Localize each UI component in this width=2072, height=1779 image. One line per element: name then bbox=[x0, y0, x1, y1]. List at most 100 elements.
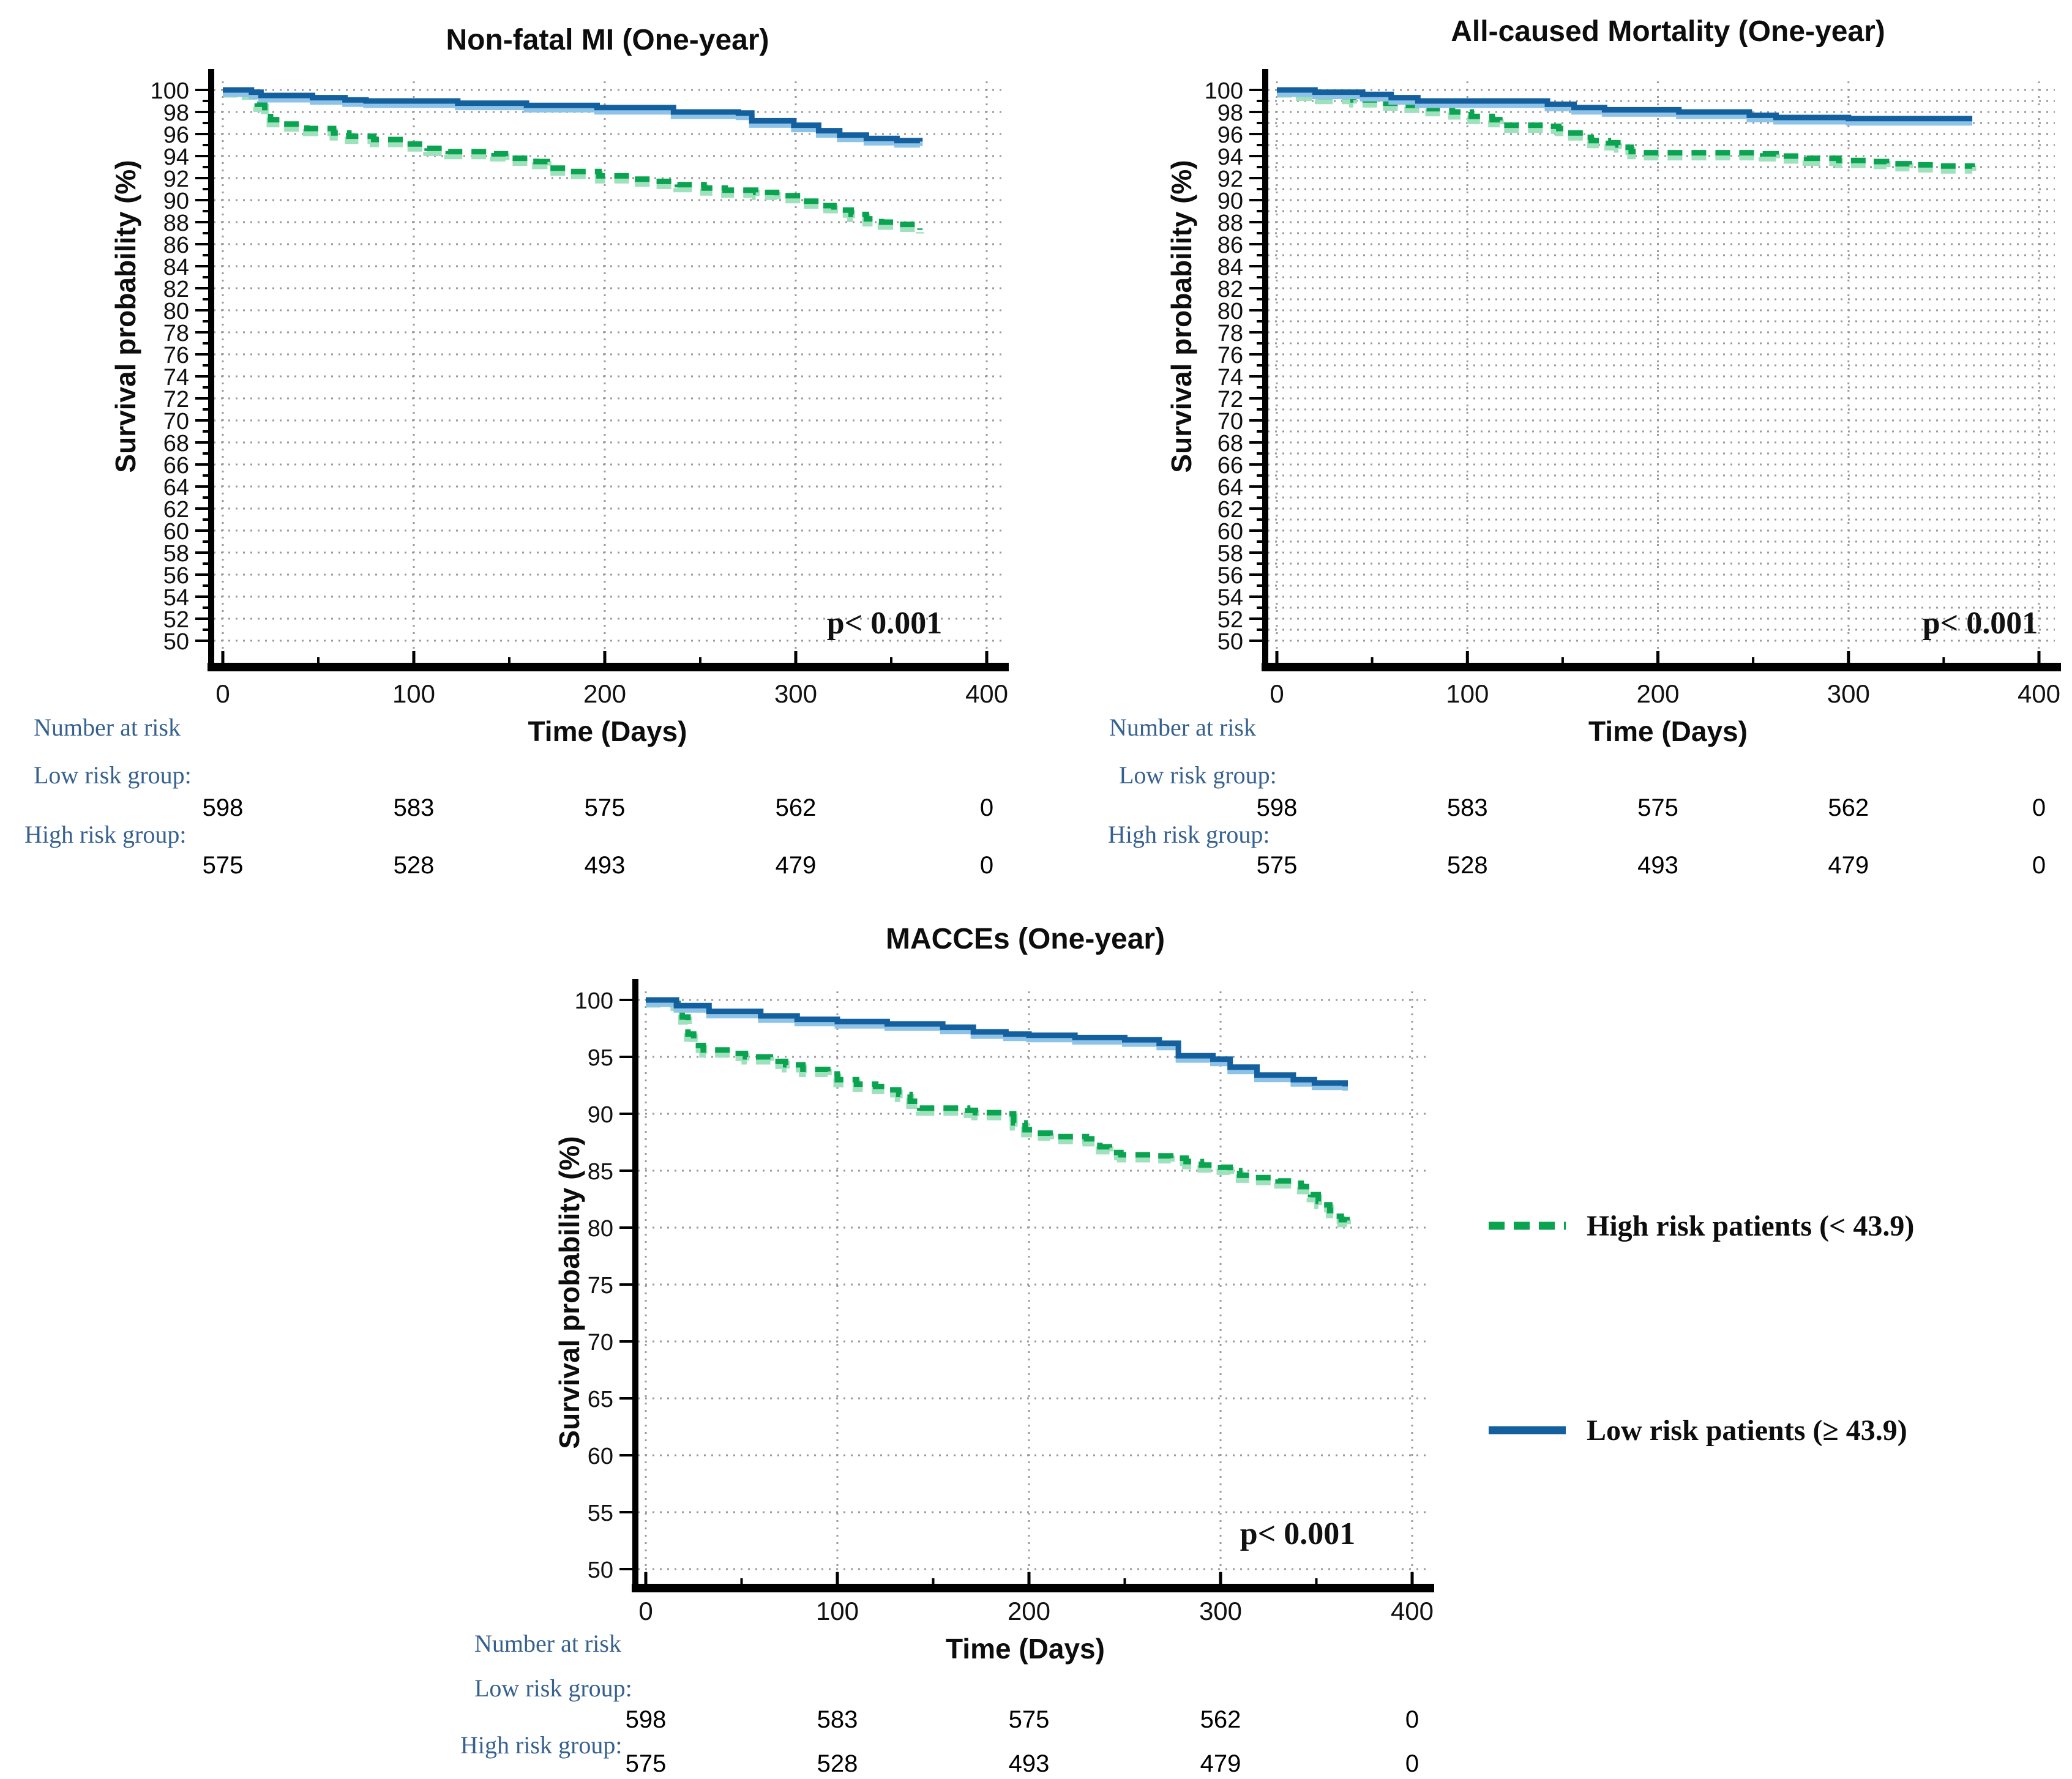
risk-count: 562 bbox=[1828, 794, 1869, 821]
low-risk-counts-row: 598 583 575 562 0 bbox=[0, 794, 1041, 826]
risk-count: 528 bbox=[817, 1750, 858, 1777]
y-tick-label: 98 bbox=[163, 100, 189, 126]
risk-count: 575 bbox=[625, 1750, 667, 1777]
low-risk-group-label: Low risk group: bbox=[474, 1674, 632, 1702]
y-tick-label: 76 bbox=[1217, 343, 1243, 368]
low-risk-group-label: Low risk group: bbox=[1119, 761, 1277, 789]
y-tick-label: 74 bbox=[163, 365, 189, 390]
x-tick-label: 100 bbox=[816, 1597, 859, 1625]
x-tick-label: 100 bbox=[392, 679, 435, 708]
y-tick-label: 50 bbox=[588, 1557, 613, 1583]
y-tick-label: 72 bbox=[163, 387, 189, 412]
risk-count: 479 bbox=[1828, 852, 1869, 879]
survival-plot-macces: 100 95 90 85 80 75 70 65 60 55 50 0 100 200 300 400 p< 0… bbox=[575, 979, 1434, 1625]
y-tick-label: 66 bbox=[1217, 453, 1243, 479]
risk-count: 562 bbox=[1200, 1706, 1241, 1733]
chart-title: MACCEs (One-year) bbox=[885, 923, 1165, 955]
y-tick-label: 98 bbox=[1217, 100, 1243, 126]
p-value: p< 0.001 bbox=[1923, 606, 2038, 641]
y-tick-label: 62 bbox=[1217, 497, 1243, 523]
risk-count: 583 bbox=[393, 794, 435, 821]
risk-count: 575 bbox=[1256, 852, 1298, 879]
risk-count: 598 bbox=[625, 1706, 667, 1733]
y-tick-label: 100 bbox=[575, 988, 613, 1014]
y-tick-label: 64 bbox=[163, 475, 189, 501]
y-tick-label: 56 bbox=[1217, 563, 1243, 589]
y-tick-label: 90 bbox=[588, 1102, 613, 1128]
risk-count: 479 bbox=[775, 852, 817, 879]
low-risk-curve-shadow bbox=[646, 1001, 1348, 1091]
x-axis-label: Time (Days) bbox=[946, 1633, 1105, 1665]
x-axis-label: Time (Days) bbox=[528, 715, 687, 747]
low-risk-curve bbox=[223, 87, 923, 144]
risk-count: 493 bbox=[584, 852, 626, 879]
high-risk-counts-row: 575 528 493 479 0 bbox=[422, 1750, 1463, 1779]
y-tick-label: 88 bbox=[1217, 211, 1243, 236]
x-tick-label: 0 bbox=[215, 679, 230, 708]
risk-count: 583 bbox=[817, 1706, 858, 1733]
risk-count: 583 bbox=[1446, 794, 1488, 821]
y-tick-label: 72 bbox=[1217, 387, 1243, 412]
y-tick-label: 100 bbox=[1205, 78, 1243, 104]
risk-count: 598 bbox=[202, 794, 244, 821]
risk-count: 0 bbox=[979, 794, 994, 821]
y-tick-label: 92 bbox=[1217, 166, 1243, 192]
y-tick-label: 86 bbox=[1217, 233, 1243, 258]
high-risk-counts-row: 575 528 493 479 0 bbox=[0, 852, 1041, 884]
y-tick-label: 85 bbox=[588, 1159, 613, 1185]
y-tick-label: 58 bbox=[163, 541, 189, 567]
y-tick-label: 52 bbox=[163, 607, 189, 633]
x-tick-label: 200 bbox=[1636, 679, 1679, 708]
y-tick-label: 54 bbox=[163, 585, 189, 611]
risk-count: 0 bbox=[2032, 852, 2046, 879]
y-tick-label: 74 bbox=[1217, 365, 1243, 390]
y-tick-label: 90 bbox=[1217, 188, 1243, 214]
high-risk-group-label: High risk group: bbox=[24, 821, 187, 848]
y-tick-label: 70 bbox=[1217, 409, 1243, 434]
y-tick-label: 90 bbox=[163, 188, 189, 214]
y-tick-label: 75 bbox=[588, 1273, 613, 1299]
y-tick-label: 58 bbox=[1217, 541, 1243, 567]
y-tick-label: 95 bbox=[588, 1045, 613, 1071]
y-tick-label: 94 bbox=[163, 144, 189, 170]
legend-entry-low-risk: Low risk patients (≥ 43.9) bbox=[1487, 1409, 1907, 1452]
y-tick-label: 78 bbox=[163, 321, 189, 346]
y-tick-label: 82 bbox=[163, 277, 189, 302]
legend: High risk patients (< 43.9) Low risk pat… bbox=[1487, 1193, 2066, 1481]
y-tick-label: 50 bbox=[1217, 629, 1243, 655]
panel-macces: 100 95 90 85 80 75 70 65 60 55 50 0 100 200 300 400 p< 0… bbox=[422, 890, 1463, 1779]
x-tick-label: 300 bbox=[1827, 679, 1870, 708]
y-tick-label: 76 bbox=[163, 343, 189, 368]
risk-count: 479 bbox=[1200, 1750, 1241, 1777]
p-value: p< 0.001 bbox=[827, 606, 943, 641]
y-tick-label: 94 bbox=[1217, 144, 1243, 170]
y-tick-label: 70 bbox=[588, 1330, 613, 1356]
y-tick-label: 100 bbox=[151, 78, 189, 104]
y-tick-label: 50 bbox=[163, 629, 189, 655]
y-tick-label: 66 bbox=[163, 453, 189, 479]
risk-count: 575 bbox=[202, 852, 244, 879]
x-tick-label: 200 bbox=[583, 679, 626, 708]
y-tick-label: 56 bbox=[163, 563, 189, 589]
risk-count: 575 bbox=[584, 794, 626, 821]
x-tick-label: 400 bbox=[1391, 1597, 1434, 1625]
low-risk-line-swatch bbox=[1489, 1426, 1566, 1434]
high-risk-curve bbox=[223, 87, 923, 230]
number-at-risk-header: Number at risk bbox=[474, 1630, 621, 1657]
risk-count: 528 bbox=[393, 852, 435, 879]
y-tick-label: 64 bbox=[1217, 475, 1243, 501]
panel-all-caused-mortality: 100 98 96 94 92 90 88 86 84 82 80 78 76 74 72 70 68 66 64 6… bbox=[1041, 0, 2072, 890]
x-tick-label: 400 bbox=[965, 679, 1008, 708]
legend-label-high-risk: High risk patients (< 43.9) bbox=[1587, 1209, 1915, 1242]
y-tick-label: 96 bbox=[163, 122, 189, 148]
x-tick-label: 0 bbox=[1270, 679, 1284, 708]
y-axis-label: Survival probability (%) bbox=[553, 1136, 585, 1449]
y-tick-label: 68 bbox=[1217, 431, 1243, 457]
risk-count: 493 bbox=[1008, 1750, 1050, 1777]
x-tick-label: 200 bbox=[1008, 1597, 1050, 1625]
x-tick-label: 0 bbox=[638, 1597, 653, 1625]
number-at-risk-header: Number at risk bbox=[34, 714, 181, 741]
y-tick-label: 80 bbox=[1217, 299, 1243, 324]
risk-count: 0 bbox=[1405, 1706, 1419, 1733]
y-tick-label: 65 bbox=[588, 1387, 613, 1412]
